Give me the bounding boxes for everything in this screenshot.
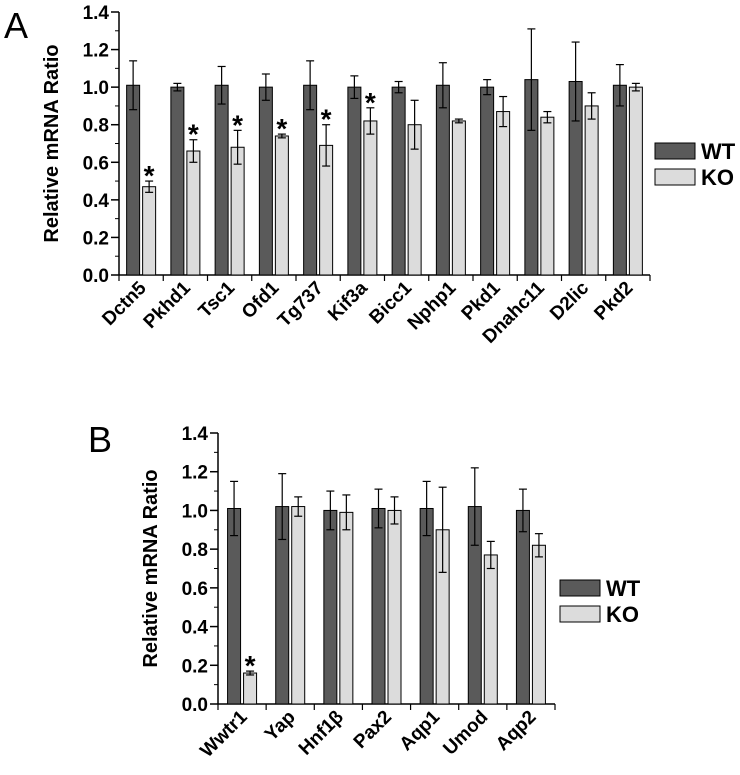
legend-swatch-wt [559,579,601,597]
x-category-label: Tsc1 [195,277,240,322]
wt-bar [612,84,627,276]
x-category-label: Yap [261,707,300,746]
y-axis-title: Relative mRNA Ratio [140,469,162,667]
wt-bar [323,509,338,705]
y-tick-label: 0.2 [182,656,208,677]
significance-star: * [276,113,287,144]
legend-swatch-ko [654,168,696,186]
legend-swatch-ko [559,605,601,623]
ko-bar [186,150,201,276]
legend-label-ko: KO [606,602,639,627]
ko-bar [451,120,466,276]
ko-bar [540,116,555,276]
ko-bar [483,554,498,705]
legend-label-ko: KO [701,165,734,190]
legend-label-wt: WT [606,576,641,601]
significance-star: * [144,160,155,191]
significance-star: * [188,119,199,150]
y-tick-label: 1.2 [83,41,109,62]
y-tick-label: 0.2 [83,228,109,249]
y-tick-label: 1.4 [182,424,209,445]
y-tick-label: 0.8 [83,116,109,137]
ko-bar [628,86,643,276]
wt-bar [258,86,273,276]
ko-bar [584,105,599,276]
legend-label-wt: WT [701,139,736,164]
ko-bar [387,509,402,705]
y-tick-label: 1.2 [182,463,208,484]
legend-swatch-wt [654,142,696,160]
ko-bar [363,120,378,276]
y-tick-label: 1.4 [83,3,110,24]
x-category-label: Pkd2 [590,278,637,325]
wt-bar [435,84,450,276]
y-tick-label: 0.8 [182,540,208,561]
wt-bar [419,507,434,705]
ko-bar [142,186,157,276]
ko-bar [230,146,245,276]
y-tick-label: 1.0 [83,78,109,99]
y-tick-label: 0.4 [83,191,110,212]
x-category-label: Aqp1 [396,706,445,755]
x-category-label: Nphp1 [404,277,461,334]
significance-star: * [232,109,243,140]
wt-bar [371,507,386,705]
chart-panel-b: 0.0 0.2 0.4 0.6 0.8 1.0 1.2 1.4 Relative mRNA Ra… [140,424,641,762]
x-category-label: Hnf1β [295,707,348,760]
ko-bar [339,511,354,705]
wt-bar [515,509,530,705]
y-tick-label: 0.6 [182,579,208,600]
wt-bar [347,86,362,276]
wt-bar [214,84,229,276]
y-tick-label: 0.4 [182,618,209,639]
wt-bar [227,507,242,705]
chart-panel-a: 0.0 0.2 0.4 0.6 0.8 1.0 1.2 1.4 Relative mRNA Ra… [41,3,736,348]
wt-bar [303,84,318,276]
ko-bar [274,135,289,276]
x-category-label: Umod [439,707,492,760]
ko-bar [496,111,511,276]
ko-bar [291,506,306,705]
x-category-label: Aqp2 [492,707,540,755]
ko-bar [531,544,546,705]
wt-bar [391,86,406,276]
panel-letter-a: A [4,5,28,46]
panel-letter-b: B [88,419,112,460]
y-tick-label: 1.0 [182,501,208,522]
wt-bar [126,84,141,276]
significance-star: * [365,87,376,118]
x-category-label: Tg737 [274,278,328,332]
x-category-label: Pkhd1 [140,277,195,332]
wt-bar [480,86,495,276]
y-tick-label: 0.0 [182,695,208,716]
wt-bar [170,86,185,276]
x-category-label: Pax2 [350,707,396,753]
x-category-label: D2lic [546,277,593,324]
significance-star: * [321,104,332,135]
y-tick-label: 0.0 [83,266,109,287]
x-category-label: Kif3a [324,277,372,325]
y-tick-label: 0.6 [83,153,109,174]
significance-star: * [245,650,256,681]
y-axis-title: Relative mRNA Ratio [41,44,63,242]
